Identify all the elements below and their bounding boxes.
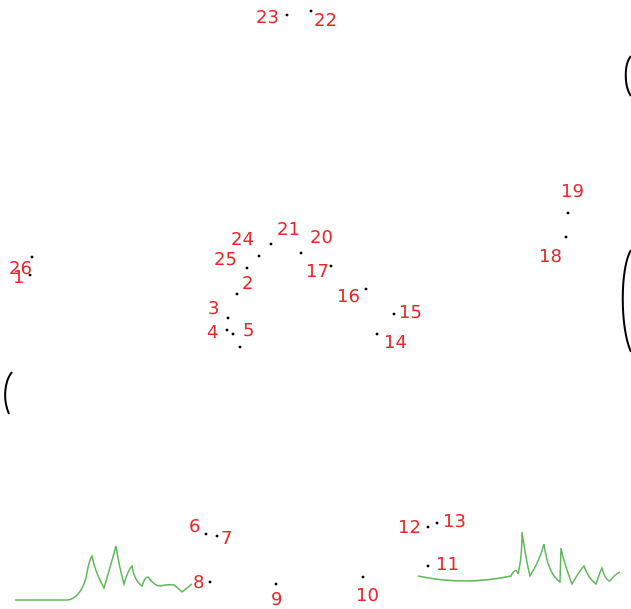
dot-22[interactable]: [309, 9, 313, 13]
dot-21[interactable]: [269, 242, 273, 246]
label-6: 6: [189, 516, 200, 537]
dot-7[interactable]: [215, 534, 219, 538]
dot-9[interactable]: [274, 582, 278, 586]
dot-3[interactable]: [226, 316, 230, 320]
label-18: 18: [539, 246, 562, 267]
dot-16[interactable]: [364, 287, 368, 291]
dot-19[interactable]: [566, 211, 570, 215]
label-11: 11: [436, 554, 459, 575]
label-14: 14: [384, 332, 407, 353]
dot-5b: [238, 345, 242, 349]
dot-14[interactable]: [375, 332, 379, 336]
dot-12[interactable]: [426, 525, 430, 529]
dot-20[interactable]: [299, 251, 303, 255]
label-26: 26: [9, 258, 32, 279]
label-3: 3: [208, 298, 219, 319]
dot-26[interactable]: [30, 255, 34, 259]
label-2: 2: [242, 273, 253, 294]
edge-arc-right: [621, 249, 631, 353]
label-24: 24: [231, 229, 254, 250]
dot-25[interactable]: [245, 266, 249, 270]
dot-17[interactable]: [329, 264, 333, 268]
label-25: 25: [214, 249, 237, 270]
label-7: 7: [221, 528, 232, 549]
dot-15[interactable]: [392, 312, 396, 316]
dot-4[interactable]: [225, 328, 229, 332]
edge-arc-left: [4, 371, 13, 415]
dot-8[interactable]: [208, 580, 212, 584]
dot-23[interactable]: [285, 13, 289, 17]
label-15: 15: [399, 302, 422, 323]
label-21: 21: [277, 219, 300, 240]
label-9: 9: [271, 589, 282, 609]
label-12: 12: [398, 517, 421, 538]
edge-arc-top-right: [624, 55, 631, 97]
label-16: 16: [337, 286, 360, 307]
label-5: 5: [243, 320, 254, 341]
label-20: 20: [310, 227, 333, 248]
dot-13[interactable]: [435, 521, 439, 525]
label-8: 8: [193, 572, 204, 593]
label-17: 17: [306, 261, 329, 282]
label-13: 13: [443, 511, 466, 532]
label-22: 22: [314, 10, 337, 31]
dot-10[interactable]: [361, 575, 365, 579]
dot-6[interactable]: [204, 532, 208, 536]
dot-11[interactable]: [426, 564, 430, 568]
dot-5[interactable]: [231, 332, 235, 336]
dot-2[interactable]: [235, 292, 239, 296]
dot-18[interactable]: [564, 235, 568, 239]
label-10: 10: [356, 585, 379, 606]
label-19: 19: [561, 181, 584, 202]
label-23: 23: [256, 7, 279, 28]
label-4: 4: [207, 322, 218, 343]
label-1: 1: [13, 267, 24, 288]
grass-left: [15, 545, 193, 601]
dot-1[interactable]: [28, 273, 32, 277]
grass-right: [417, 531, 621, 586]
dot-24[interactable]: [257, 254, 261, 258]
